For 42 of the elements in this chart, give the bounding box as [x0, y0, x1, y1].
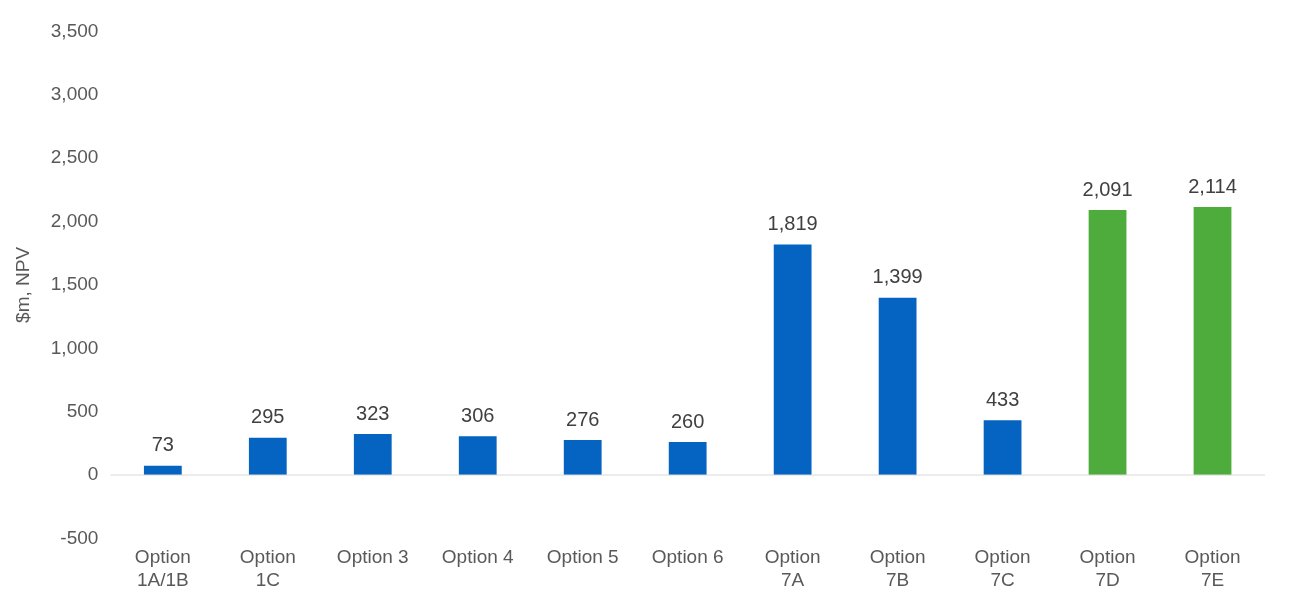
y-axis-title: $m, NPV — [11, 246, 33, 323]
data-label: 295 — [251, 405, 285, 428]
y-tick-label: 3,000 — [50, 83, 99, 105]
data-label: 1,399 — [872, 265, 923, 288]
data-label: 260 — [670, 409, 705, 432]
y-tick-label: 1,500 — [50, 273, 99, 295]
y-tick-label: 500 — [66, 399, 99, 421]
x-tick-label: Option 7E — [1184, 546, 1241, 590]
x-tick-label: Option 7C — [974, 546, 1031, 590]
bar — [983, 420, 1022, 476]
bar — [668, 442, 707, 476]
x-tick-label: Option 7D — [1079, 546, 1136, 590]
data-label: 433 — [985, 387, 1020, 410]
bar — [563, 440, 602, 476]
y-tick-label: 0 — [87, 463, 99, 485]
y-tick-label: -500 — [60, 526, 99, 548]
x-tick-label: Option 4 — [441, 546, 515, 568]
x-tick-label: Option 7A — [764, 546, 821, 590]
y-tick-label: 2,000 — [50, 209, 99, 231]
data-label: 1,819 — [767, 211, 818, 234]
data-label: 73 — [151, 433, 174, 456]
bar — [1193, 207, 1232, 476]
bar — [773, 244, 812, 476]
data-label: 276 — [566, 407, 600, 430]
x-tick-label: Option 3 — [336, 546, 409, 568]
data-label: 323 — [356, 401, 390, 424]
data-label: 2,091 — [1082, 177, 1133, 200]
y-tick-label: 2,500 — [50, 146, 99, 168]
data-label: 306 — [461, 403, 495, 426]
x-tick-label: Option 1A/1B — [134, 546, 191, 590]
bar — [878, 297, 917, 476]
y-tick-label: 1,000 — [50, 336, 99, 358]
x-tick-label: Option 7B — [869, 546, 926, 590]
data-label: 2,114 — [1188, 174, 1237, 197]
bar — [1088, 209, 1127, 476]
x-tick-label: Option 5 — [546, 546, 619, 568]
x-tick-label: Option 6 — [651, 546, 724, 568]
bar — [458, 436, 497, 476]
y-tick-label: 3,500 — [50, 19, 99, 41]
bar — [353, 434, 392, 476]
x-tick-label: Option 1C — [239, 546, 296, 590]
bar — [248, 437, 287, 476]
